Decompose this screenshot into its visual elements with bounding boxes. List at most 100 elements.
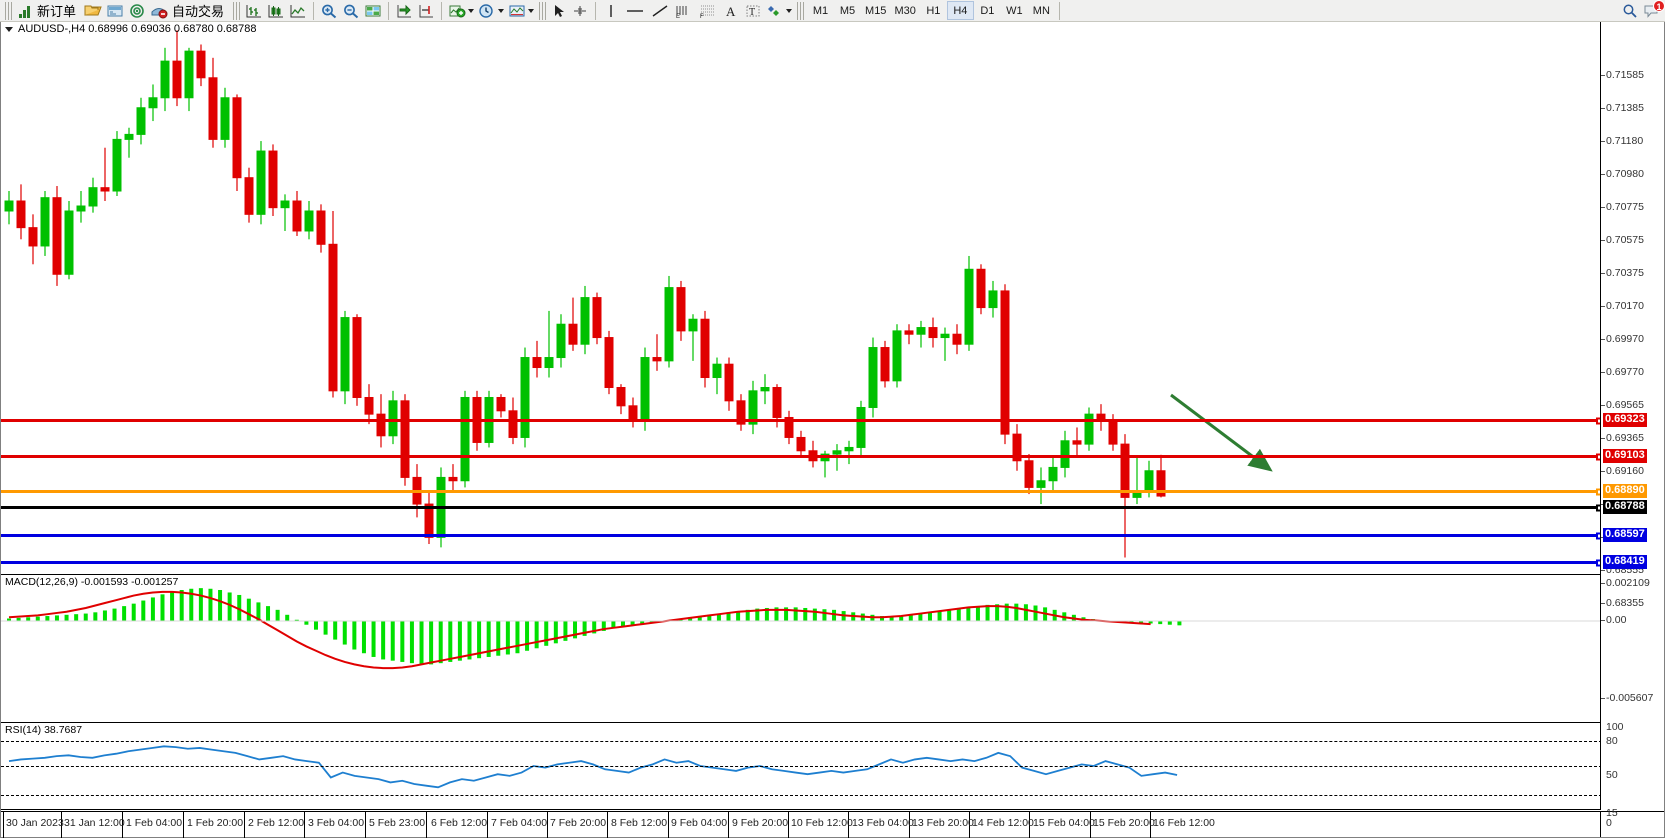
timeframe-d1[interactable]: D1 (980, 4, 995, 17)
price-line-resistance-1[interactable] (1, 417, 1602, 424)
price-line-pivot[interactable] (1, 488, 1602, 495)
time-axis-label: 16 Feb 12:00 (1153, 817, 1215, 829)
toolbar-divider-3 (441, 1, 443, 20)
price-tag-last-price[interactable]: 0.68788 (1603, 500, 1647, 514)
price-axis-tick (1601, 603, 1605, 604)
fibo-icon[interactable]: F (696, 1, 720, 21)
toolbar-grip-2[interactable] (233, 1, 241, 20)
trendline-icon[interactable] (648, 1, 672, 21)
price-axis-label: 0.70170 (1606, 300, 1644, 312)
price-plot[interactable] (1, 22, 1602, 574)
bar-chart-icon[interactable] (243, 1, 265, 21)
time-axis-label: 3 Feb 04:00 (308, 817, 365, 829)
chart-menu-icon[interactable] (5, 26, 13, 32)
svg-text:T: T (749, 7, 755, 18)
chevron-down-icon-4[interactable] (786, 8, 793, 13)
signals-icon[interactable] (126, 1, 148, 21)
shift-end-icon[interactable] (415, 1, 437, 21)
price-line-support-2[interactable] (1, 559, 1602, 566)
toolbar-grip[interactable] (5, 1, 12, 20)
chevron-down-icon-2[interactable] (498, 8, 505, 13)
timeframe-m15[interactable]: M15 (865, 4, 887, 17)
search-icon[interactable] (1619, 1, 1641, 21)
text-icon[interactable]: A (720, 1, 742, 21)
elliott-icon[interactable]: E (672, 1, 696, 21)
price-tag-pivot[interactable]: 0.68890 (1603, 484, 1647, 498)
price-axis-tick (1601, 174, 1605, 175)
candlestick-chart-icon[interactable] (265, 1, 287, 21)
price-axis[interactable]: 0.71585 0.71385 0.71180 0.70980 0.70775 0.705… (1600, 22, 1664, 828)
timeframe-h4[interactable]: H4 (946, 1, 974, 20)
macd-panel[interactable]: MACD(12,26,9) -0.001593 -0.001257 (1, 574, 1602, 722)
time-axis-tick (547, 812, 548, 838)
timeframe-mn[interactable]: MN (1032, 4, 1050, 17)
price-axis-label: 0.69970 (1606, 333, 1644, 345)
svg-text:E: E (676, 14, 680, 19)
timeframe-w1[interactable]: W1 (1006, 4, 1023, 17)
zoom-out-icon[interactable] (340, 1, 362, 21)
shapes-icon[interactable] (764, 1, 794, 21)
time-axis-tick (244, 812, 245, 838)
time-axis-label: 9 Feb 20:00 (732, 817, 789, 829)
label-icon[interactable]: T (742, 1, 764, 21)
cursor-icon[interactable] (549, 1, 569, 21)
time-axis-tick (304, 812, 305, 838)
period-icon[interactable] (476, 1, 506, 21)
timeframe-h1[interactable]: H1 (926, 4, 941, 17)
rsi-panel[interactable]: RSI(14) 38.7687 (1, 722, 1602, 810)
time-axis-tick (788, 812, 789, 838)
autotrading-button[interactable]: 自动交易 (148, 1, 230, 21)
timeframe-m30[interactable]: M30 (894, 4, 916, 17)
price-tag-support-1[interactable]: 0.68597 (1603, 528, 1647, 542)
rsi-title: RSI(14) 38.7687 (5, 724, 83, 736)
time-axis-label: 1 Feb 20:00 (187, 817, 244, 829)
toolbar-grip-3[interactable] (539, 1, 547, 20)
price-axis-label: 0.71585 (1606, 69, 1644, 81)
time-axis-tick (1150, 812, 1151, 838)
data-window-icon[interactable] (104, 1, 126, 21)
time-axis[interactable]: 30 Jan 2023 31 Jan 12:00 1 Feb 04:00 1 Feb … (1, 811, 1602, 838)
folder-icon[interactable] (82, 1, 104, 21)
chart-window[interactable]: AUDUSD-,H4 0.68996 0.69036 0.68780 0.687… (0, 22, 1665, 838)
price-axis-tick (1601, 306, 1605, 307)
chevron-down-icon-3[interactable] (528, 8, 535, 13)
new-order-button[interactable]: 新订单 (15, 1, 82, 21)
shift-start-icon[interactable] (393, 1, 415, 21)
chevron-down-icon[interactable] (468, 8, 475, 13)
candlestick-series (4, 30, 1166, 558)
price-axis-tick (1601, 108, 1605, 109)
time-axis-label: 31 Jan 12:00 (64, 817, 125, 829)
price-line-support-1[interactable] (1, 532, 1602, 539)
price-tag-resistance-1[interactable]: 0.69323 (1603, 413, 1647, 427)
tile-windows-icon[interactable] (362, 1, 384, 21)
price-axis-tick (1601, 207, 1605, 208)
rsi-level-50 (1, 766, 1602, 767)
price-tag-resistance-2[interactable]: 0.69103 (1603, 449, 1647, 463)
macd-axis-tick (1601, 583, 1605, 584)
zoom-in-icon[interactable] (318, 1, 340, 21)
price-line-resistance-2[interactable] (1, 453, 1602, 460)
main-toolbar: 新订单 自动交易 (0, 0, 1665, 22)
templates-icon[interactable] (506, 1, 536, 21)
hline-icon[interactable] (622, 1, 648, 21)
chart-title: AUDUSD-,H4 0.68996 0.69036 0.68780 0.687… (18, 23, 257, 35)
price-line-last-price[interactable] (1, 504, 1602, 511)
axis-corner (1600, 811, 1664, 837)
rsi-series (8, 745, 1178, 789)
indicators-icon[interactable] (446, 1, 476, 21)
time-axis-tick (3, 812, 4, 838)
line-chart-icon[interactable] (287, 1, 309, 21)
time-axis-tick (848, 812, 849, 838)
rsi-axis-label: 80 (1606, 735, 1618, 747)
time-axis-label: 5 Feb 23:00 (369, 817, 426, 829)
price-tag-support-2[interactable]: 0.68419 (1603, 555, 1647, 569)
notifications-icon[interactable]: 1 (1641, 0, 1665, 21)
timeframe-m5[interactable]: M5 (839, 4, 856, 17)
vline-icon[interactable] (600, 1, 622, 21)
time-axis-label: 7 Feb 04:00 (491, 817, 548, 829)
macd-axis-label: 0.00 (1606, 614, 1627, 626)
toolbar-grip-4[interactable] (797, 1, 805, 20)
crosshair-icon[interactable] (569, 1, 591, 21)
time-axis-tick (728, 812, 729, 838)
timeframe-m1[interactable]: M1 (812, 4, 829, 17)
